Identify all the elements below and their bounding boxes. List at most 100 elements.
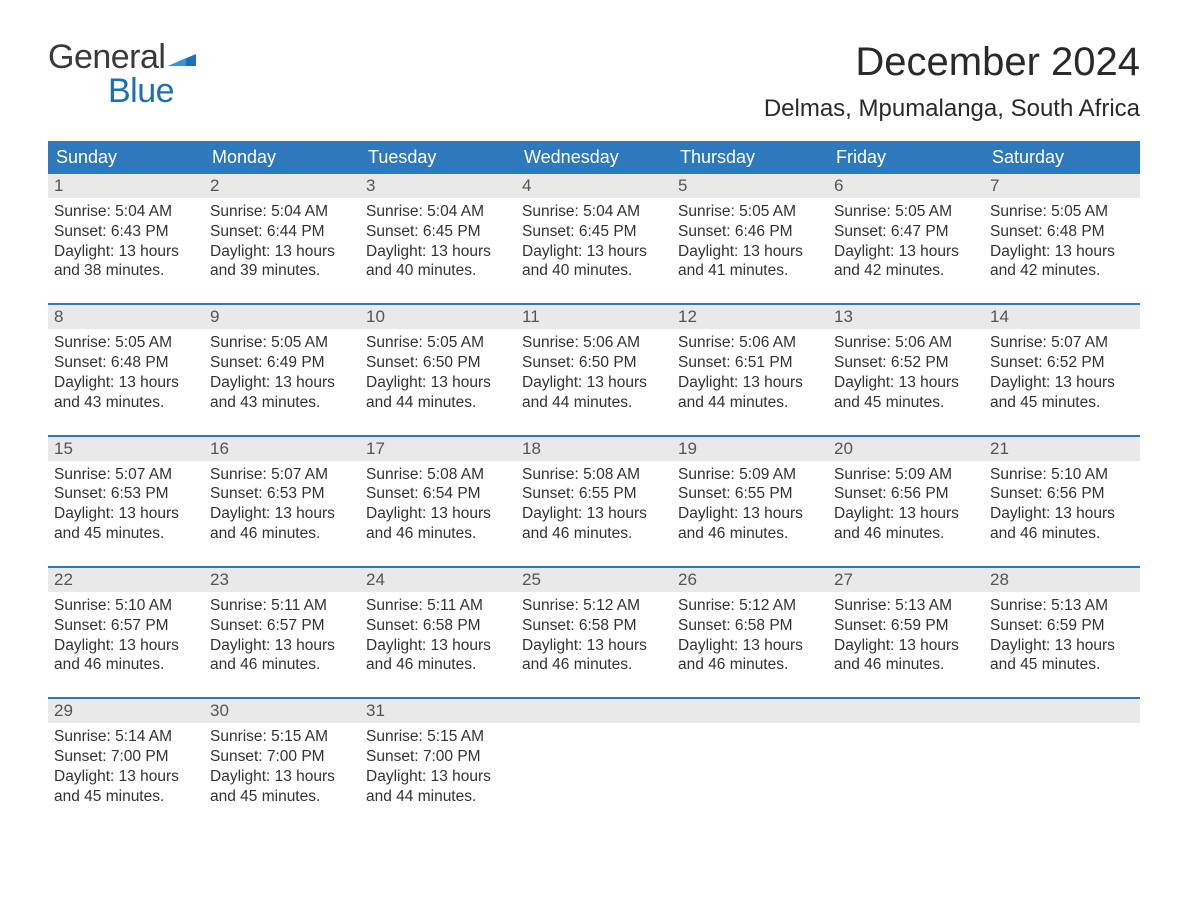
day-details: Sunrise: 5:14 AMSunset: 7:00 PMDaylight:… — [48, 723, 204, 828]
day-sunset: Sunset: 6:49 PM — [210, 353, 354, 373]
day-d1: Daylight: 13 hours — [522, 242, 666, 262]
weekday-header: Monday — [204, 141, 360, 174]
calendar-day-cell: 21Sunrise: 5:10 AMSunset: 6:56 PMDayligh… — [984, 436, 1140, 567]
day-d1: Daylight: 13 hours — [366, 373, 510, 393]
day-details: Sunrise: 5:05 AMSunset: 6:48 PMDaylight:… — [48, 329, 204, 434]
day-details: Sunrise: 5:04 AMSunset: 6:45 PMDaylight:… — [516, 198, 672, 303]
day-number: 13 — [828, 305, 984, 329]
calendar-day-cell: 29Sunrise: 5:14 AMSunset: 7:00 PMDayligh… — [48, 698, 204, 828]
day-details-empty — [828, 723, 984, 793]
day-sunset: Sunset: 6:55 PM — [522, 484, 666, 504]
calendar-day-cell: 24Sunrise: 5:11 AMSunset: 6:58 PMDayligh… — [360, 567, 516, 698]
day-number: 14 — [984, 305, 1140, 329]
calendar-day-cell: 8Sunrise: 5:05 AMSunset: 6:48 PMDaylight… — [48, 304, 204, 435]
calendar-day-cell: 28Sunrise: 5:13 AMSunset: 6:59 PMDayligh… — [984, 567, 1140, 698]
day-sunset: Sunset: 6:52 PM — [834, 353, 978, 373]
calendar-day-cell: 25Sunrise: 5:12 AMSunset: 6:58 PMDayligh… — [516, 567, 672, 698]
day-details: Sunrise: 5:09 AMSunset: 6:55 PMDaylight:… — [672, 461, 828, 566]
day-d2: and 46 minutes. — [990, 524, 1134, 544]
day-sunset: Sunset: 6:50 PM — [366, 353, 510, 373]
day-sunrise: Sunrise: 5:10 AM — [990, 465, 1134, 485]
calendar-day-cell: 26Sunrise: 5:12 AMSunset: 6:58 PMDayligh… — [672, 567, 828, 698]
day-d1: Daylight: 13 hours — [678, 242, 822, 262]
day-d2: and 46 minutes. — [522, 655, 666, 675]
day-d2: and 40 minutes. — [366, 261, 510, 281]
day-details: Sunrise: 5:08 AMSunset: 6:54 PMDaylight:… — [360, 461, 516, 566]
logo-text-blue: Blue — [108, 74, 196, 108]
day-d2: and 38 minutes. — [54, 261, 198, 281]
day-d1: Daylight: 13 hours — [834, 504, 978, 524]
day-d2: and 45 minutes. — [990, 655, 1134, 675]
day-number: 26 — [672, 568, 828, 592]
day-d2: and 45 minutes. — [210, 787, 354, 807]
calendar-day-cell: 22Sunrise: 5:10 AMSunset: 6:57 PMDayligh… — [48, 567, 204, 698]
day-sunset: Sunset: 6:58 PM — [522, 616, 666, 636]
calendar-day-cell: 18Sunrise: 5:08 AMSunset: 6:55 PMDayligh… — [516, 436, 672, 567]
day-details-empty — [672, 723, 828, 793]
weekday-header: Tuesday — [360, 141, 516, 174]
day-d1: Daylight: 13 hours — [990, 373, 1134, 393]
calendar-table: Sunday Monday Tuesday Wednesday Thursday… — [48, 141, 1140, 829]
day-d1: Daylight: 13 hours — [366, 242, 510, 262]
day-number: 7 — [984, 174, 1140, 198]
day-d2: and 45 minutes. — [54, 787, 198, 807]
calendar-day-cell: 1Sunrise: 5:04 AMSunset: 6:43 PMDaylight… — [48, 174, 204, 304]
day-d2: and 43 minutes. — [210, 393, 354, 413]
day-sunset: Sunset: 6:46 PM — [678, 222, 822, 242]
day-sunrise: Sunrise: 5:13 AM — [834, 596, 978, 616]
day-details: Sunrise: 5:08 AMSunset: 6:55 PMDaylight:… — [516, 461, 672, 566]
day-details: Sunrise: 5:15 AMSunset: 7:00 PMDaylight:… — [204, 723, 360, 828]
day-number: 20 — [828, 437, 984, 461]
day-d1: Daylight: 13 hours — [834, 636, 978, 656]
day-number-empty — [672, 699, 828, 723]
day-d1: Daylight: 13 hours — [54, 636, 198, 656]
calendar-day-cell: 3Sunrise: 5:04 AMSunset: 6:45 PMDaylight… — [360, 174, 516, 304]
day-d1: Daylight: 13 hours — [54, 504, 198, 524]
day-sunset: Sunset: 6:50 PM — [522, 353, 666, 373]
calendar-day-cell — [828, 698, 984, 828]
day-d1: Daylight: 13 hours — [366, 636, 510, 656]
calendar-day-cell — [672, 698, 828, 828]
day-d2: and 46 minutes. — [834, 655, 978, 675]
day-number: 18 — [516, 437, 672, 461]
day-details: Sunrise: 5:05 AMSunset: 6:47 PMDaylight:… — [828, 198, 984, 303]
day-sunrise: Sunrise: 5:05 AM — [834, 202, 978, 222]
day-sunrise: Sunrise: 5:05 AM — [54, 333, 198, 353]
day-sunset: Sunset: 6:58 PM — [678, 616, 822, 636]
day-d1: Daylight: 13 hours — [834, 242, 978, 262]
day-d2: and 46 minutes. — [54, 655, 198, 675]
day-details: Sunrise: 5:04 AMSunset: 6:45 PMDaylight:… — [360, 198, 516, 303]
day-number: 27 — [828, 568, 984, 592]
location-subtitle: Delmas, Mpumalanga, South Africa — [764, 95, 1140, 123]
day-d1: Daylight: 13 hours — [678, 504, 822, 524]
day-d2: and 44 minutes. — [366, 787, 510, 807]
logo: General Blue — [48, 40, 196, 108]
day-d1: Daylight: 13 hours — [210, 504, 354, 524]
day-number: 10 — [360, 305, 516, 329]
day-sunrise: Sunrise: 5:10 AM — [54, 596, 198, 616]
weekday-header: Thursday — [672, 141, 828, 174]
day-d2: and 40 minutes. — [522, 261, 666, 281]
day-sunset: Sunset: 6:48 PM — [990, 222, 1134, 242]
header: General Blue December 2024 Delmas, Mpuma… — [48, 40, 1140, 123]
day-sunrise: Sunrise: 5:05 AM — [678, 202, 822, 222]
day-sunrise: Sunrise: 5:06 AM — [678, 333, 822, 353]
calendar-day-cell: 27Sunrise: 5:13 AMSunset: 6:59 PMDayligh… — [828, 567, 984, 698]
day-number: 31 — [360, 699, 516, 723]
day-sunrise: Sunrise: 5:15 AM — [210, 727, 354, 747]
day-number: 23 — [204, 568, 360, 592]
day-details: Sunrise: 5:05 AMSunset: 6:46 PMDaylight:… — [672, 198, 828, 303]
day-sunset: Sunset: 7:00 PM — [210, 747, 354, 767]
day-sunrise: Sunrise: 5:09 AM — [678, 465, 822, 485]
day-sunrise: Sunrise: 5:12 AM — [678, 596, 822, 616]
day-sunrise: Sunrise: 5:07 AM — [210, 465, 354, 485]
day-sunrise: Sunrise: 5:14 AM — [54, 727, 198, 747]
calendar-week-row: 29Sunrise: 5:14 AMSunset: 7:00 PMDayligh… — [48, 698, 1140, 828]
day-d2: and 44 minutes. — [678, 393, 822, 413]
day-d2: and 44 minutes. — [366, 393, 510, 413]
calendar-day-cell: 31Sunrise: 5:15 AMSunset: 7:00 PMDayligh… — [360, 698, 516, 828]
day-sunrise: Sunrise: 5:04 AM — [522, 202, 666, 222]
day-sunset: Sunset: 6:44 PM — [210, 222, 354, 242]
day-sunrise: Sunrise: 5:05 AM — [366, 333, 510, 353]
day-number: 5 — [672, 174, 828, 198]
